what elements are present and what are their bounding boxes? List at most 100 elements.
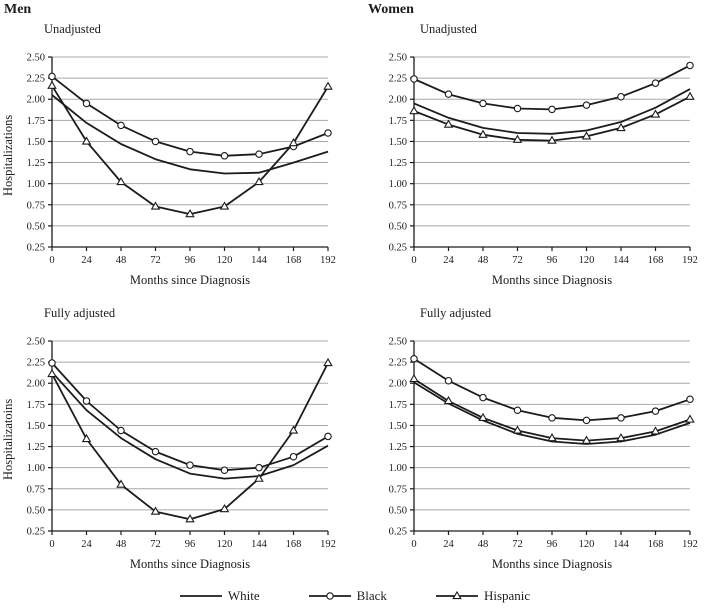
svg-text:72: 72 (512, 255, 523, 266)
svg-text:2.50: 2.50 (27, 53, 45, 64)
svg-text:144: 144 (251, 255, 268, 266)
svg-text:120: 120 (217, 255, 233, 266)
legend-label: Black (356, 588, 387, 603)
panel-women-unadjusted: Unadjusted 0.25 0.50 0.75 1.00 1.25 1.50 1.75 2… (354, 20, 709, 288)
svg-text:96: 96 (547, 539, 558, 550)
legend-item-hispanic: Hispanic (435, 588, 530, 604)
svg-text:1.00: 1.00 (27, 179, 45, 190)
svg-text:192: 192 (682, 255, 698, 266)
svg-text:2.00: 2.00 (389, 379, 407, 390)
x-axis-label: Months since Diagnosis (129, 273, 251, 287)
svg-text:2.00: 2.00 (27, 95, 45, 106)
chart-canvas-men-unadjusted: 0.25 0.50 0.75 1.00 1.25 1.50 1.75 2.00 2.25 2.50… (27, 53, 336, 267)
svg-text:2.50: 2.50 (27, 337, 45, 348)
svg-text:1.50: 1.50 (389, 421, 407, 432)
svg-text:1.25: 1.25 (389, 158, 407, 169)
svg-text:24: 24 (443, 539, 454, 550)
svg-text:1.75: 1.75 (389, 116, 407, 127)
svg-text:0: 0 (49, 539, 54, 550)
y-axis-label: Hospitalizations (1, 114, 15, 196)
svg-text:1.25: 1.25 (27, 442, 45, 453)
svg-text:144: 144 (613, 539, 630, 550)
svg-text:120: 120 (217, 539, 233, 550)
x-axis-label: Months since Diagnosis (491, 557, 613, 571)
chart-canvas-men-fully-adjusted: 0.25 0.50 0.75 1.00 1.25 1.50 1.75 2.00 2.25 2.50… (27, 337, 336, 551)
svg-text:192: 192 (682, 539, 698, 550)
svg-text:168: 168 (648, 539, 664, 550)
panel-subtitle: Unadjusted (420, 22, 477, 36)
svg-text:0.75: 0.75 (27, 200, 45, 211)
svg-text:120: 120 (579, 255, 595, 266)
svg-text:72: 72 (512, 539, 523, 550)
panel-subtitle: Unadjusted (44, 22, 101, 36)
legend-item-black: Black (308, 588, 387, 604)
svg-text:120: 120 (579, 539, 595, 550)
svg-text:192: 192 (320, 255, 336, 266)
column-header-men: Men (4, 2, 32, 17)
svg-text:0.25: 0.25 (389, 527, 407, 538)
svg-text:0.50: 0.50 (27, 505, 45, 516)
panel-men-unadjusted: Unadjusted Hospitalizations 0.25 0.50 0.75… (0, 20, 354, 288)
svg-text:0.50: 0.50 (27, 221, 45, 232)
svg-text:2.50: 2.50 (389, 53, 407, 64)
svg-text:48: 48 (116, 539, 127, 550)
svg-text:72: 72 (150, 255, 161, 266)
svg-text:2.50: 2.50 (389, 337, 407, 348)
svg-text:0.25: 0.25 (389, 243, 407, 254)
svg-text:144: 144 (251, 539, 268, 550)
svg-text:0.25: 0.25 (27, 243, 45, 254)
svg-text:24: 24 (443, 255, 454, 266)
chart-canvas-women-unadjusted: 0.25 0.50 0.75 1.00 1.25 1.50 1.75 2.00 2.25 2.50… (389, 53, 698, 267)
svg-text:1.75: 1.75 (27, 400, 45, 411)
panel-subtitle: Fully adjusted (420, 306, 492, 320)
svg-text:72: 72 (150, 539, 161, 550)
svg-text:1.25: 1.25 (389, 442, 407, 453)
svg-text:0.75: 0.75 (27, 484, 45, 495)
svg-text:2.25: 2.25 (389, 74, 407, 85)
svg-text:168: 168 (648, 255, 664, 266)
svg-text:48: 48 (478, 255, 489, 266)
panel-women-fully-adjusted: Fully adjusted 0.25 0.50 0.75 1.00 1.25 1.50 1… (354, 304, 709, 572)
svg-text:0.25: 0.25 (27, 527, 45, 538)
chart-row: 0.25 0.50 0.75 1.00 1.25 1.50 1.75 2.00 2.25 2.50… (354, 333, 709, 557)
svg-text:1.25: 1.25 (27, 158, 45, 169)
svg-text:2.00: 2.00 (27, 379, 45, 390)
svg-text:1.75: 1.75 (389, 400, 407, 411)
svg-text:1.50: 1.50 (389, 137, 407, 148)
svg-text:0.75: 0.75 (389, 200, 407, 211)
legend-label: White (227, 588, 260, 603)
svg-text:0.75: 0.75 (389, 484, 407, 495)
svg-text:0.50: 0.50 (389, 221, 407, 232)
svg-text:96: 96 (185, 539, 196, 550)
svg-text:1.50: 1.50 (27, 421, 45, 432)
svg-text:0.50: 0.50 (389, 505, 407, 516)
legend-label: Hispanic (483, 588, 531, 603)
legend-line-icon (179, 595, 222, 597)
panel-men-fully-adjusted: Fully adjusted Hospitalizatoins 0.25 0.50… (0, 304, 354, 572)
chart-row: Hospitalizatoins 0.25 0.50 0.75 1.00 1.25 1.5… (0, 333, 354, 557)
svg-text:1.50: 1.50 (27, 137, 45, 148)
chart-canvas-women-fully-adjusted: 0.25 0.50 0.75 1.00 1.25 1.50 1.75 2.00 2.25 2.50… (389, 337, 698, 551)
x-axis-label: Months since Diagnosis (491, 273, 613, 287)
column-headers: Men Women (0, 0, 709, 18)
svg-text:192: 192 (320, 539, 336, 550)
svg-text:24: 24 (81, 255, 92, 266)
svg-text:2.00: 2.00 (389, 95, 407, 106)
svg-text:1.75: 1.75 (27, 116, 45, 127)
svg-text:48: 48 (478, 539, 489, 550)
legend-triangle-marker-icon (435, 590, 478, 600)
svg-text:96: 96 (547, 255, 558, 266)
svg-text:1.00: 1.00 (389, 179, 407, 190)
svg-text:2.25: 2.25 (27, 358, 45, 369)
svg-text:168: 168 (286, 255, 302, 266)
chart-row: Hospitalizations 0.25 0.50 0.75 1.00 1.25 1.5… (0, 49, 354, 273)
svg-text:96: 96 (185, 255, 196, 266)
svg-text:1.00: 1.00 (389, 463, 407, 474)
x-axis-label: Months since Diagnosis (129, 557, 251, 571)
legend-circle-marker-icon (308, 592, 351, 600)
svg-text:0: 0 (411, 539, 416, 550)
svg-text:144: 144 (613, 255, 630, 266)
svg-text:2.25: 2.25 (389, 358, 407, 369)
svg-text:1.00: 1.00 (27, 463, 45, 474)
